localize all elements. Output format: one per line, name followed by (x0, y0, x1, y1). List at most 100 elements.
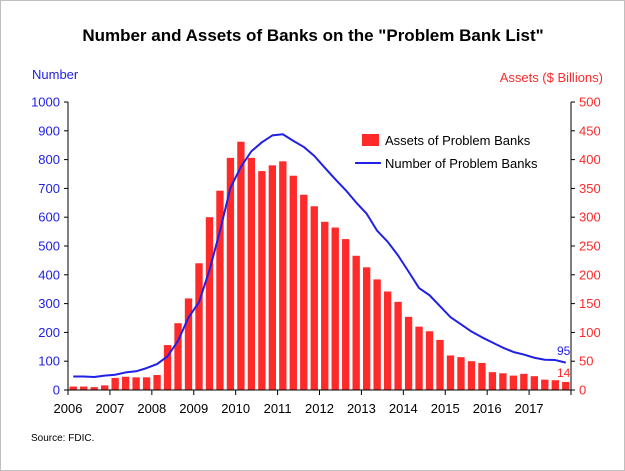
x-tick-label: 2010 (221, 401, 250, 416)
x-axis-ticks: 2006 2007 2008 2009 2010 2011 2012 2013 2014 2015… (54, 390, 572, 416)
right-tick-label: 350 (579, 181, 601, 196)
assets-bar (383, 291, 392, 390)
assets-bar (132, 377, 140, 390)
assets-bar (373, 279, 381, 390)
assets-bar (425, 331, 434, 390)
x-tick-label: 2009 (179, 401, 208, 416)
assets-bar (279, 161, 287, 390)
x-tick-label: 2016 (473, 401, 502, 416)
assets-bar (530, 376, 538, 390)
assets-bars (69, 141, 570, 390)
right-tick-label: 150 (579, 296, 601, 311)
left-tick-label: 800 (38, 152, 60, 167)
source-note: Source: FDIC. (31, 433, 94, 444)
x-tick-label: 2011 (264, 401, 292, 416)
assets-bar (205, 217, 214, 390)
left-axis-ticks: 0 100 200 300 400 500 600 700 800 900 1000 (31, 95, 68, 398)
assets-bar (541, 379, 549, 390)
x-tick-label: 2015 (431, 401, 460, 416)
assets-bar (90, 387, 98, 390)
left-tick-label: 500 (38, 239, 60, 254)
assets-bar (331, 227, 339, 390)
right-tick-label: 50 (579, 354, 593, 369)
x-tick-label: 2007 (95, 401, 124, 416)
assets-bar (111, 377, 119, 390)
x-tick-label: 2013 (347, 401, 376, 416)
right-tick-label: 450 (579, 123, 601, 138)
assets-bar (300, 194, 308, 390)
assets-bar (80, 386, 88, 390)
left-axis-label: Number (32, 67, 79, 82)
left-tick-label: 100 (38, 354, 60, 369)
x-tick-label: 2014 (389, 401, 418, 416)
right-tick-label: 200 (579, 267, 601, 282)
assets-bar (237, 141, 245, 390)
left-tick-label: 200 (38, 325, 60, 340)
legend-label-assets: Assets of Problem Banks (385, 133, 531, 148)
assets-bar (488, 372, 497, 390)
right-axis-ticks: 0 50 100 150 200 250 300 350 400 450 500 (571, 95, 601, 398)
assets-bar (436, 339, 444, 390)
x-tick-label: 2008 (137, 401, 166, 416)
assets-bar (153, 375, 161, 390)
assets-bar (321, 221, 329, 390)
legend: Assets of Problem Banks Number of Proble… (355, 133, 538, 171)
assets-bar (163, 345, 172, 390)
left-tick-label: 300 (38, 296, 60, 311)
assets-bar (258, 171, 266, 390)
assets-bar (457, 357, 465, 390)
assets-bar (268, 165, 277, 390)
legend-label-number: Number of Problem Banks (385, 156, 538, 171)
right-tick-label: 500 (579, 95, 601, 110)
annotation-assets-last: 14 (557, 366, 571, 380)
assets-bar (184, 298, 193, 390)
assets-bar (289, 175, 297, 390)
right-tick-label: 250 (579, 239, 601, 254)
assets-bar (520, 373, 528, 390)
assets-bar (404, 316, 413, 390)
assets-bar (446, 355, 455, 390)
assets-bar (342, 239, 350, 390)
left-tick-label: 900 (38, 123, 60, 138)
x-tick-label: 2012 (305, 401, 334, 416)
assets-bar (101, 385, 109, 390)
assets-bar (195, 263, 203, 390)
number-line-group (73, 133, 566, 379)
right-tick-label: 100 (579, 325, 601, 340)
left-tick-label: 1000 (31, 95, 60, 110)
annotation-number-last: 95 (557, 344, 571, 358)
chart-title: Number and Assets of Banks on the "Probl… (82, 26, 543, 45)
legend-swatch-assets (362, 134, 379, 146)
assets-bar (478, 362, 486, 390)
x-tick-label: 2006 (54, 401, 83, 416)
assets-bar (216, 190, 224, 390)
assets-bar (121, 376, 130, 390)
assets-bar (226, 157, 235, 390)
left-tick-label: 400 (38, 267, 60, 282)
assets-bar (247, 157, 256, 390)
left-tick-label: 700 (38, 181, 60, 196)
right-tick-label: 400 (579, 152, 601, 167)
assets-bar (551, 380, 559, 390)
left-tick-label: 600 (38, 210, 60, 225)
assets-bar (415, 326, 423, 390)
right-tick-label: 0 (579, 383, 586, 398)
assets-bar (467, 361, 476, 390)
assets-bar (362, 267, 371, 390)
left-tick-label: 0 (53, 383, 60, 398)
right-axis-label: Assets ($ Billions) (500, 70, 603, 85)
number-line (73, 133, 566, 379)
assets-bar (499, 373, 507, 390)
assets-bar (394, 301, 402, 390)
assets-bar (142, 377, 151, 390)
assets-bar (352, 255, 360, 390)
assets-bar (509, 375, 518, 390)
right-tick-label: 300 (579, 210, 601, 225)
x-tick-label: 2017 (515, 401, 544, 416)
assets-bar (562, 381, 570, 390)
assets-bar (174, 323, 182, 390)
assets-bar (69, 386, 77, 390)
assets-bar (310, 206, 318, 390)
